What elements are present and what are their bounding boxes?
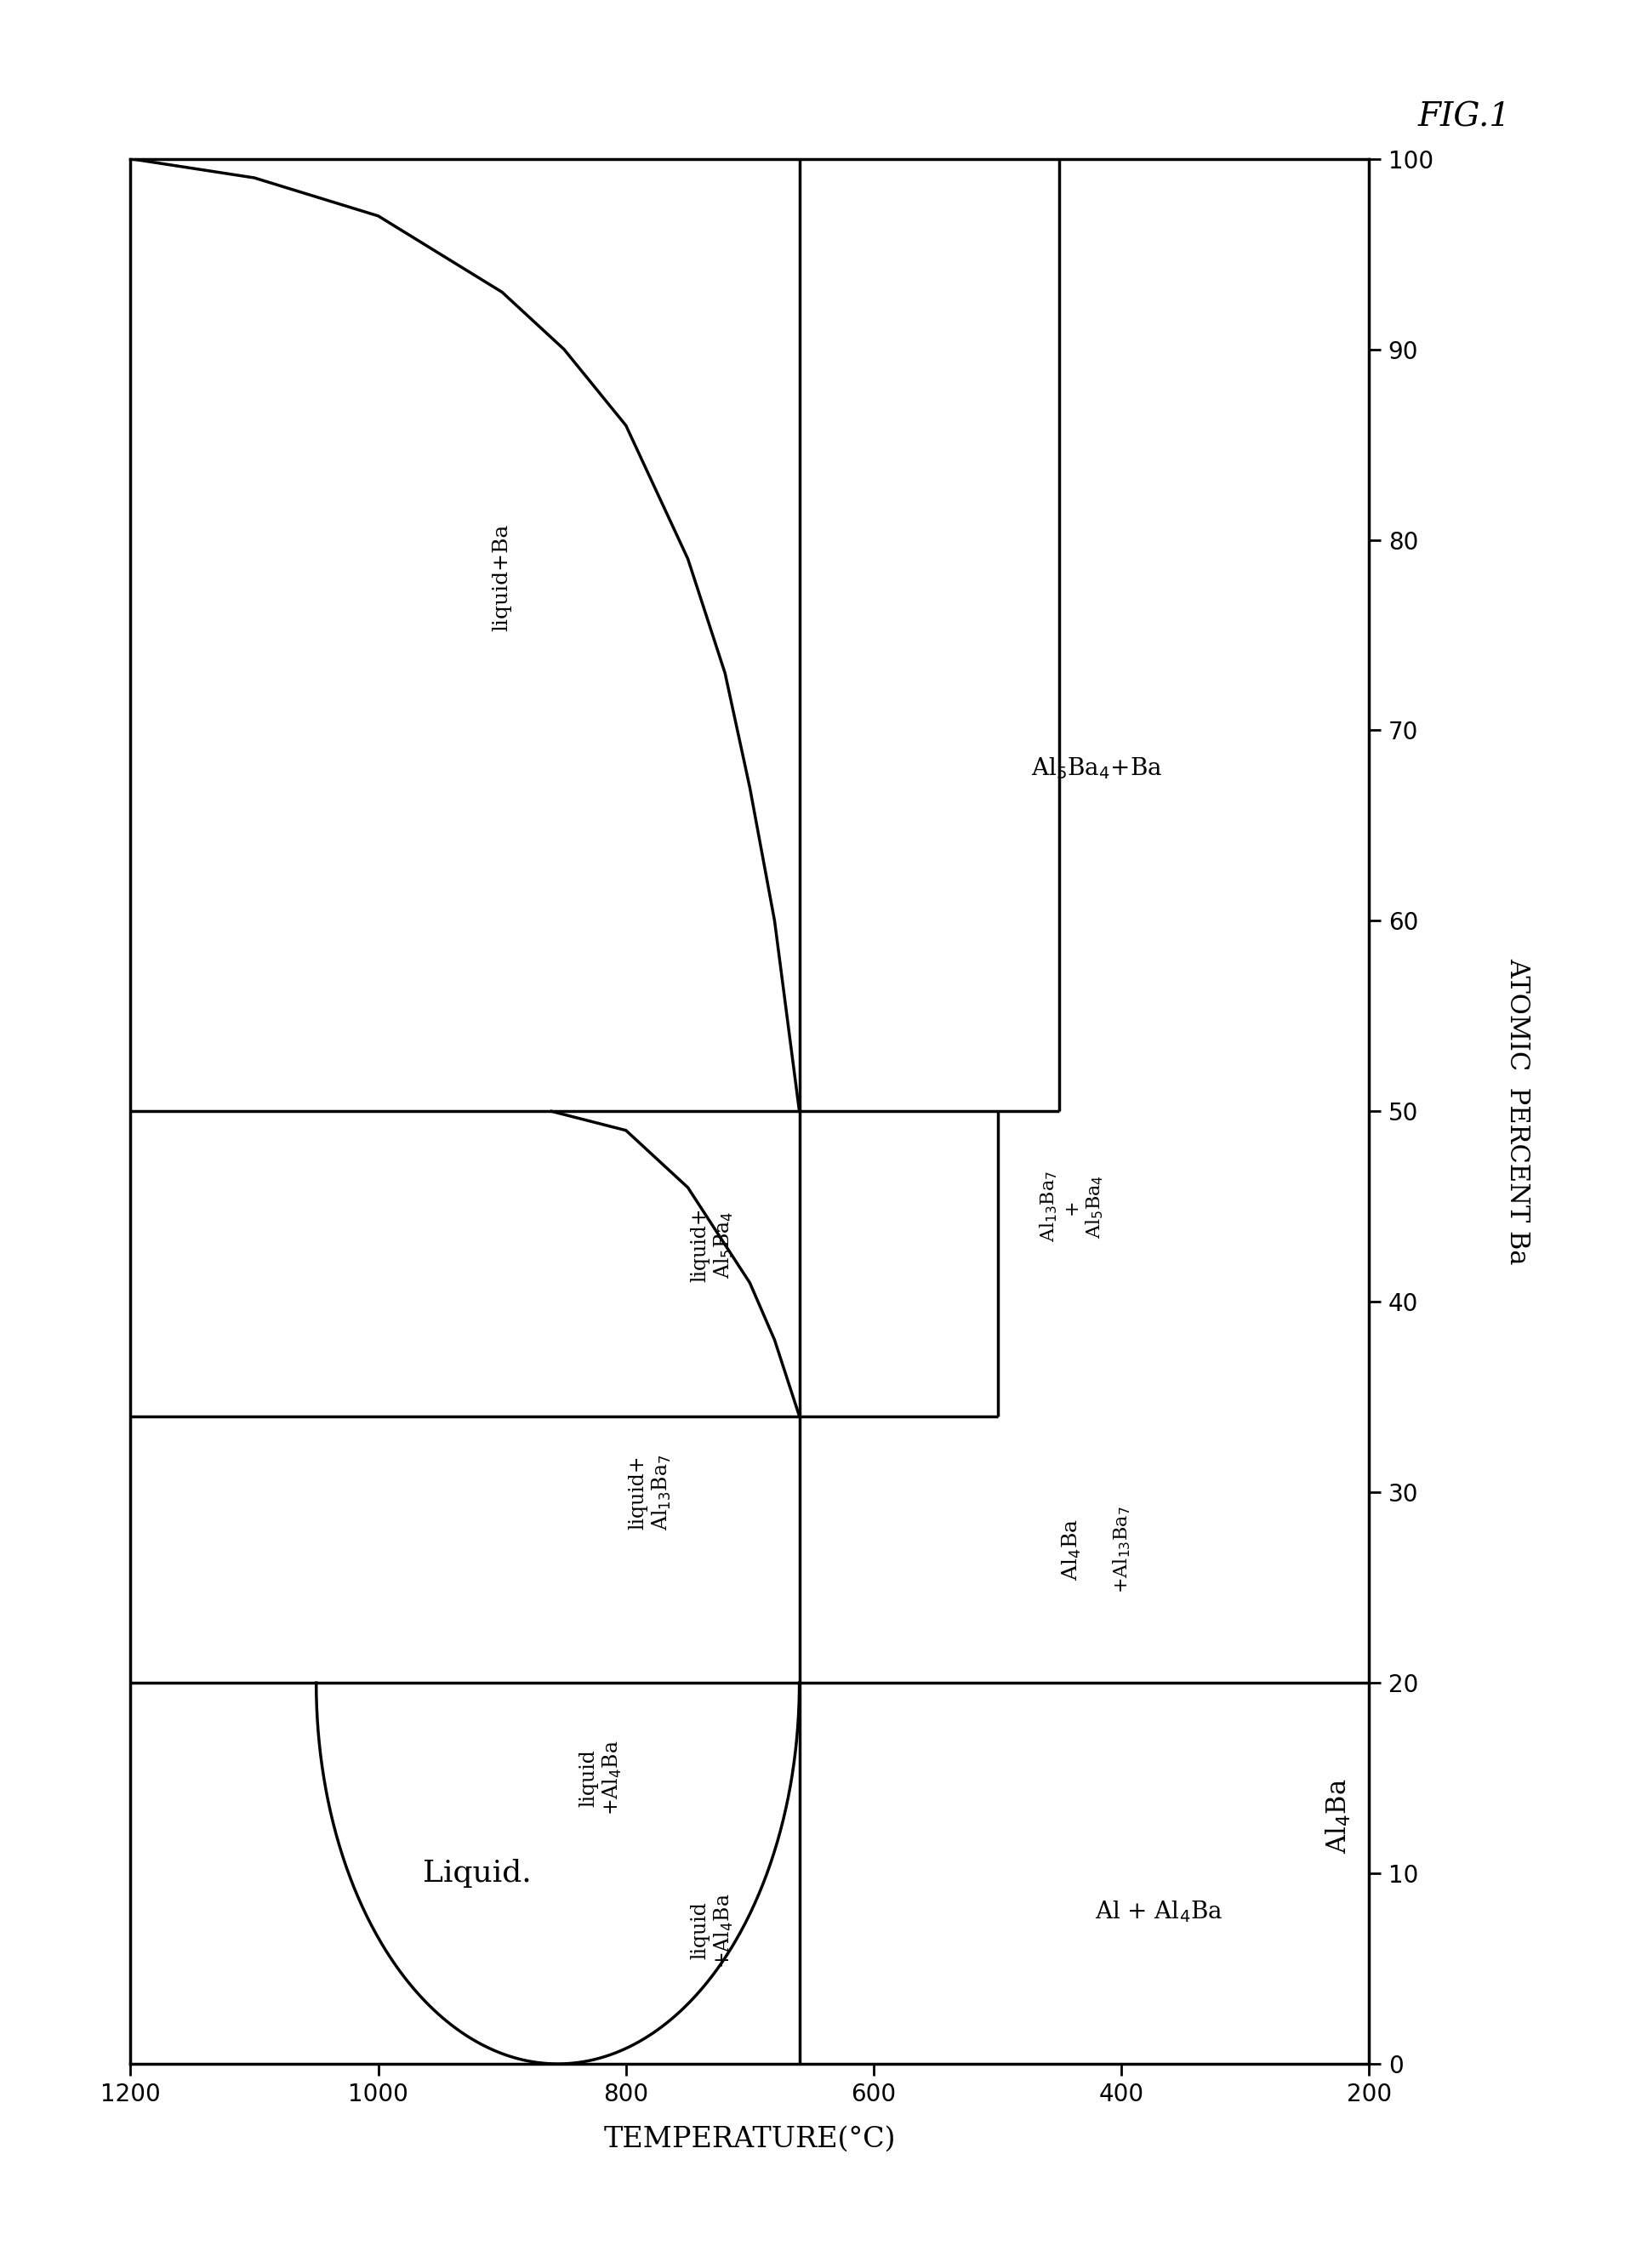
Text: Al$_{13}$Ba$_7$
+
Al$_5$Ba$_4$: Al$_{13}$Ba$_7$ + Al$_5$Ba$_4$ [1038, 1170, 1105, 1243]
Y-axis label: ATOMIC  PERCENT Ba: ATOMIC PERCENT Ba [1504, 957, 1531, 1266]
Text: Al + Al$_4$Ba: Al + Al$_4$Ba [1095, 1898, 1222, 1923]
Text: liquid+
Al$_{13}$Ba$_7$: liquid+ Al$_{13}$Ba$_7$ [628, 1454, 673, 1531]
Text: +Al$_{13}$Ba$_7$: +Al$_{13}$Ba$_7$ [1112, 1506, 1131, 1592]
Text: liquid+
Al$_5$Ba$_4$: liquid+ Al$_5$Ba$_4$ [689, 1207, 735, 1281]
Text: Liquid.: Liquid. [422, 1860, 531, 1887]
Text: FIG.1: FIG.1 [1418, 102, 1511, 134]
Text: liquid+Ba: liquid+Ba [492, 524, 512, 633]
Text: liquid
+Al$_4$Ba: liquid +Al$_4$Ba [689, 1894, 735, 1969]
Text: liquid
+Al$_4$Ba: liquid +Al$_4$Ba [579, 1740, 624, 1817]
Text: Al$_4$Ba: Al$_4$Ba [1061, 1520, 1082, 1581]
Text: Al$_4$Ba: Al$_4$Ba [1324, 1778, 1353, 1853]
Text: Al$_5$Ba$_4$+Ba: Al$_5$Ba$_4$+Ba [1032, 755, 1162, 780]
X-axis label: TEMPERATURE(°C): TEMPERATURE(°C) [603, 2125, 897, 2152]
